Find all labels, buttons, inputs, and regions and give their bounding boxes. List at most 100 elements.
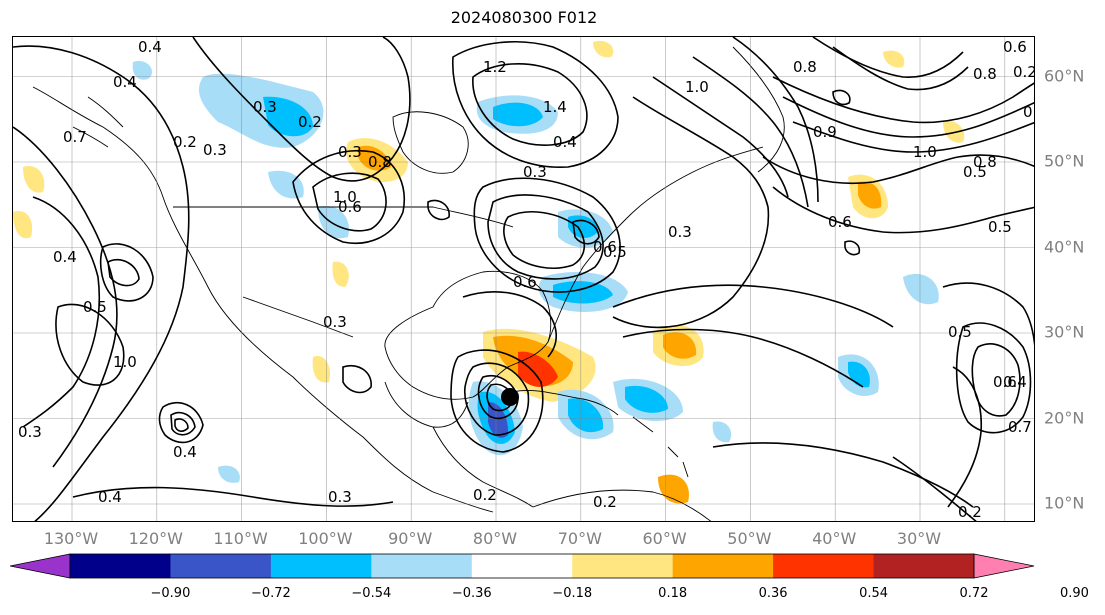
contour-line [612,96,770,329]
contour-label: 1.0 [333,188,357,206]
contour-line [99,243,154,302]
contour-line [170,411,196,436]
contour-line [762,154,1034,185]
contour-label: 0.4 [138,38,162,56]
contour-label: 0.2 [173,133,197,151]
colorbar-tick-label: 0.90 [1059,586,1089,601]
longitude-label: 90°W [388,529,433,548]
contour-line [892,456,977,521]
contour-line [732,37,819,203]
contour-line [652,76,789,198]
contour-label: 0.4 [1003,373,1027,391]
shade-orange-east1 [943,121,965,143]
colorbar-segment [471,554,573,578]
colorbar-segment [773,554,875,578]
contour-label: 0.6 [828,213,852,231]
shade-orange-west [23,166,45,193]
shade-red-florida [518,351,558,387]
shading-layer [13,40,965,504]
coast-greenland [732,46,785,173]
colorbar-segment [371,554,473,578]
map-title: 2024080300 F012 [450,8,598,27]
colorbar-tick-label: −0.18 [552,586,593,601]
contour-line [622,328,864,388]
shade-blue-pac [132,60,153,80]
shade-blue-ca [218,465,240,483]
contour-label: 0.3 [323,313,347,331]
shade-orange-east2 [883,50,905,68]
contour-line [772,76,1034,124]
contour-line [947,366,983,508]
contour-label: 0.3 [203,141,227,159]
contour-label: 0.6 [513,273,537,291]
contour-line [13,45,190,521]
contour-line [22,196,101,428]
latitude-label: 10°N [1044,493,1085,513]
contour-label: 1.4 [543,98,567,116]
contour-line [572,219,600,245]
longitude-label: 130°W [43,529,99,548]
coast-yucatan [384,381,469,428]
contour-line [503,211,586,269]
contour-line [464,362,530,436]
contour-label: 0.5 [948,323,972,341]
contour-line [450,349,544,453]
coast-east [547,146,764,343]
longitude-label: 100°W [298,529,353,548]
contour-label: 0.7 [1008,418,1032,436]
colorbar-tick-label: −0.90 [150,586,191,601]
colorbar-tick-label: −0.36 [451,586,492,601]
contour-line [158,401,204,444]
contour-line [712,442,974,508]
contour-line [462,291,557,358]
map-panel: 0.4 0.7 0.4 0.3 0.2 0.3 1.2 1.4 1.0 0.8 0.6 0.2 0.8 0… [12,36,1035,522]
contour-label: 0.3 [18,423,42,441]
colorbar-tick-label: 0.72 [959,586,989,601]
shade-orange-mex [312,356,331,383]
colorbar-segment [270,554,372,578]
contour-label: 1.2 [483,58,507,76]
contour-line [477,375,519,419]
contour-label: 0.8 [973,65,997,83]
contour-label: 1.0 [913,143,937,161]
contour-line [844,240,861,256]
colorbar-segment [70,554,171,578]
colorbar-segment [672,554,774,578]
contour-line [487,194,604,280]
contour-line [107,258,140,287]
shade-orange-natl-core [858,181,882,209]
contour-label: 0.3 [523,163,547,181]
latitude-label: 50°N [1044,151,1085,171]
contour-label: 0.5 [603,243,627,261]
longitude-label: 40°W [812,529,857,548]
contour-line [782,96,1034,138]
contour-layer [13,37,1034,521]
shade-orange-se [593,40,614,58]
contour-label: 0.5 [988,218,1012,236]
border-us-mex [242,296,354,338]
contour-line [473,177,621,293]
contour-line [772,186,1034,234]
shade-orange-west2 [13,211,33,239]
contour-label: 0.7 [1023,103,1035,121]
contour-line [955,322,1032,434]
contour-line [13,126,118,468]
colorbar-segment [170,554,272,578]
colorbar-tick-label: −0.54 [351,586,392,601]
map-canvas: 0.40.70.40.30.20.31.21.41.00.80.60.20.80… [13,37,1035,521]
longitude-label: 30°W [896,529,942,548]
contour-line [312,172,387,232]
contour-line [192,37,411,182]
contour-label: 0.6 [338,198,362,216]
contour-line [452,41,619,168]
contour-line [292,150,405,244]
contour-line [812,37,964,78]
latitude-label: 60°N [1044,66,1085,85]
contour-label: 0.3 [328,488,352,506]
contour-label: 0.2 [1013,63,1035,81]
colorbar-extend-low [10,553,71,579]
colorbar-tick-label: −0.72 [250,586,291,601]
contour-line [174,418,189,432]
longitude-label: 120°W [128,529,183,548]
contour-label: 1.0 [113,353,137,371]
